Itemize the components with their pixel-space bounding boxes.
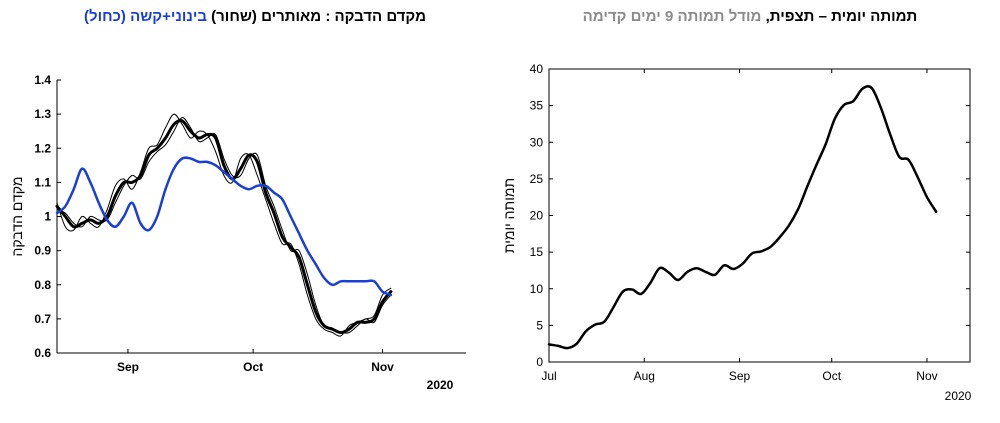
left-title-blue-part: בינוני+קשה (כחול) [84,8,207,25]
right-chart-x-tick-label: Oct [822,369,841,383]
left-chart-series-line-3 [56,117,392,334]
right-chart-y-tick-label: 30 [530,135,544,149]
right-title-gray-part: מודל תמותה 9 ימים קדימה [582,8,762,25]
left-chart-x-tick-label: Oct [243,360,263,374]
right-chart-y-tick-label: 15 [530,245,544,259]
left-chart-y-tick-label: 1.3 [34,107,51,121]
right-chart-x-tick-label: Aug [634,369,655,383]
right-chart-y-tick-label: 5 [536,318,543,332]
right-chart-y-tick-label: 40 [530,62,544,76]
left-chart-y-tick-label: 0.9 [34,244,51,258]
left-chart-x-tick-label: Nov [371,360,394,374]
right-chart-series-line-1 [547,85,938,350]
right-chart-title: תמותה יומית – תצפית, מודל תמותה 9 ימים ק… [535,8,965,25]
right-chart-plot: 0 5 10 15 20 25 30 35 40 Jul Aug Sep Oct Nov 2020 תמותה… [501,62,972,403]
right-chart-x-tick-label: Jul [541,369,556,383]
right-chart-x-tick-label: Sep [729,369,751,383]
right-chart-x-tick-label: Nov [916,369,937,383]
left-chart-series-line-1 [55,119,393,334]
left-chart-y-tick-label: 1 [44,210,51,224]
left-chart-series-line-4 [55,156,393,297]
left-chart-year-label: 2020 [427,378,454,392]
left-chart-plot: 0.6 0.7 0.8 0.9 1 1.1 1.2 1.3 1.4 Sep Oct Nov 2020 מק… [9,73,466,392]
left-title-black-part: מקדם הדבקה : מאותרים (שחור) [211,8,426,25]
left-chart-y-tick-label: 1.1 [34,175,51,189]
left-chart-y-tick-label: 0.8 [34,278,51,292]
left-chart-y-tick-label: 1.4 [34,73,51,87]
right-chart-y-axis-label: תמותה יומית [501,178,517,253]
left-chart-y-tick-label: 0.6 [34,346,51,360]
right-chart-y-tick-label: 10 [530,282,544,296]
left-chart-y-axis-label: מקדם הדבקה [9,177,25,257]
right-chart-y-tick-label: 0 [536,355,543,369]
right-chart-y-tick-label: 25 [530,172,544,186]
right-title-black-part: תמותה יומית – תצפית, [765,8,918,25]
left-chart-x-tick-label: Sep [117,360,139,374]
right-chart-year-label: 2020 [945,389,972,403]
right-chart-y-tick-label: 20 [530,209,544,223]
left-chart-title: מקדם הדבקה : מאותרים (שחור) בינוני+קשה (… [55,8,455,25]
left-chart-y-tick-label: 1.2 [34,141,51,155]
right-chart-y-tick-label: 35 [530,99,544,113]
left-chart-y-tick-label: 0.7 [34,312,51,326]
right-chart-axes-frame [548,68,971,363]
left-chart-series-line-2 [56,113,392,337]
